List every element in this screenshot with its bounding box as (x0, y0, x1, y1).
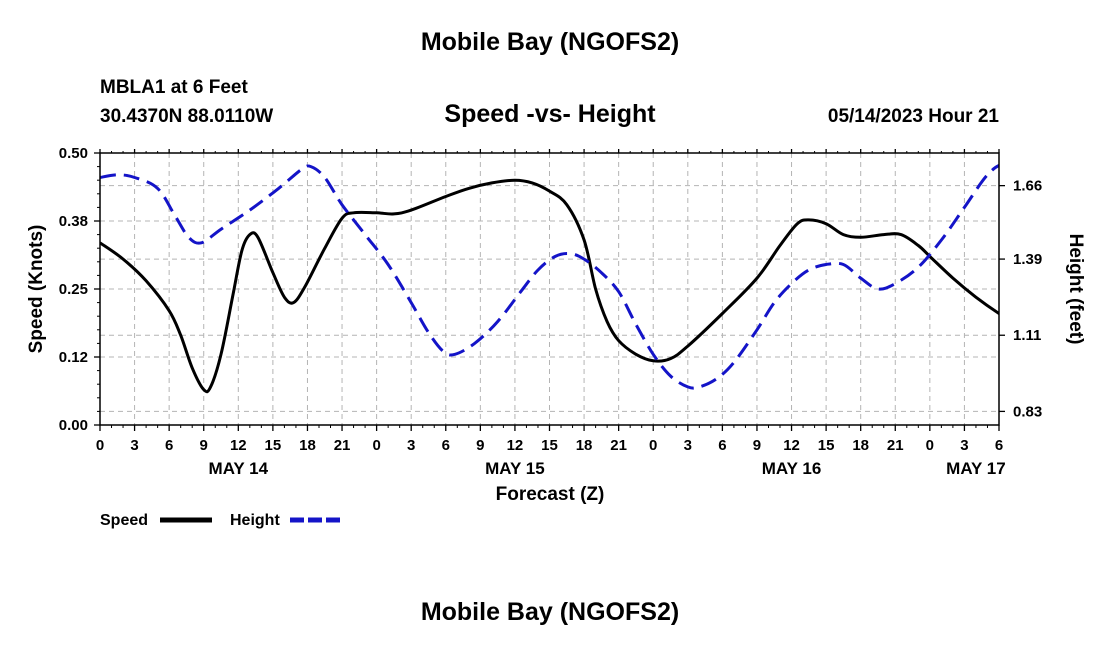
y2-tick-label: 1.11 (1013, 327, 1041, 344)
y-axis-label: Speed (Knots) (26, 225, 47, 354)
x-tick-label: 18 (299, 437, 316, 454)
page-title: Mobile Bay (NGOFS2) (420, 28, 680, 56)
forecast-timestamp: 05/14/2023 Hour 21 (827, 106, 999, 127)
x-tick-label: 12 (230, 437, 247, 454)
x-tick-label: 9 (476, 437, 484, 454)
x-tick-label: 0 (372, 437, 380, 454)
x-tick-label: 6 (165, 437, 173, 454)
date-label: MAY 17 (946, 459, 1006, 478)
series-line-speed (100, 178, 999, 394)
chart-title: Speed -vs- Height (444, 100, 656, 128)
station-coordinates: 30.4370N 88.0110W (100, 106, 274, 127)
x-tick-label: 6 (995, 437, 1003, 454)
date-label: MAY 16 (762, 459, 822, 478)
y-tick-label: 0.00 (59, 417, 88, 434)
x-tick-label: 9 (200, 437, 208, 454)
x-tick-label: 6 (718, 437, 726, 454)
x-tick-label: 3 (684, 437, 692, 454)
y-tick-label: 0.25 (59, 281, 88, 298)
series-layer (100, 163, 999, 394)
grid-layer (100, 153, 999, 425)
date-label: MAY 15 (485, 459, 545, 478)
axis-layer: 0 3 6 9 12 15 18 21 0 3 6 9 12 15 18 21 0 3 6 9 12 15 18 21 0 3 60… (59, 145, 1042, 478)
legend-height-label: Height (230, 512, 280, 529)
y2-tick-label: 1.66 (1013, 178, 1042, 195)
y-tick-label: 0.12 (59, 349, 88, 366)
x-tick-label: 12 (783, 437, 800, 454)
x-tick-label: 0 (649, 437, 657, 454)
x-tick-label: 3 (407, 437, 415, 454)
series-line-height (100, 163, 999, 390)
date-label: MAY 14 (209, 459, 269, 478)
x-tick-label: 0 (926, 437, 934, 454)
footer-title: Mobile Bay (NGOFS2) (420, 598, 680, 626)
station-label: MBLA1 at 6 Feet (100, 77, 248, 98)
x-axis-label: Forecast (Z) (496, 484, 605, 505)
x-tick-label: 15 (265, 437, 282, 454)
legend: Speed Height (100, 512, 342, 529)
x-tick-label: 0 (96, 437, 104, 454)
x-tick-label: 3 (960, 437, 968, 454)
y2-tick-label: 0.83 (1013, 403, 1042, 420)
x-tick-label: 21 (887, 437, 904, 454)
x-tick-label: 21 (610, 437, 627, 454)
y2-tick-label: 1.39 (1013, 251, 1042, 268)
x-tick-label: 15 (818, 437, 835, 454)
y-tick-label: 0.38 (59, 213, 88, 230)
x-tick-label: 6 (442, 437, 450, 454)
x-tick-label: 18 (852, 437, 869, 454)
x-tick-label: 21 (334, 437, 351, 454)
x-tick-label: 3 (130, 437, 138, 454)
x-tick-label: 12 (507, 437, 524, 454)
y2-axis-label: Height (feet) (1065, 234, 1086, 345)
x-tick-label: 18 (576, 437, 593, 454)
legend-speed-label: Speed (100, 512, 148, 529)
x-tick-label: 9 (753, 437, 761, 454)
y-tick-label: 0.50 (59, 145, 88, 162)
x-tick-label: 15 (541, 437, 558, 454)
